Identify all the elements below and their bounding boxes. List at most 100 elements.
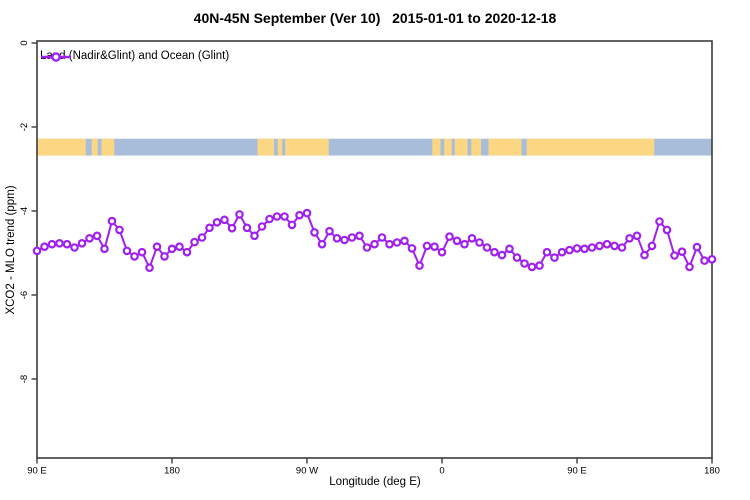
data-point-marker	[295, 210, 304, 220]
data-point-marker	[85, 234, 94, 243]
data-point-marker	[557, 247, 567, 257]
y-axis-label: XCO2 - MLO trend (ppm)	[5, 185, 17, 315]
data-point-marker	[640, 250, 649, 260]
x-axis-label: Longitude (deg E)	[329, 476, 421, 488]
data-point-marker	[685, 262, 694, 272]
data-point-marker	[220, 215, 229, 225]
data-point-marker	[152, 242, 162, 252]
data-point-marker	[167, 244, 177, 254]
data-point-marker	[325, 226, 334, 236]
svg-text:-6: -6	[19, 291, 30, 299]
data-point-marker	[265, 214, 274, 224]
data-point-marker	[445, 232, 454, 241]
svg-text:180: 180	[704, 466, 720, 477]
data-point-marker	[490, 247, 499, 257]
data-point-marker	[115, 225, 124, 235]
data-point-marker	[400, 236, 409, 246]
data-point-marker	[175, 242, 184, 252]
data-point-marker	[385, 239, 394, 249]
data-point-marker	[692, 242, 702, 252]
data-point-marker	[40, 242, 49, 252]
data-point-marker	[347, 233, 357, 242]
data-point-marker	[460, 239, 469, 249]
data-point-marker	[707, 254, 717, 264]
x-axis-ticks: 90 E 180 90 W 0 90 E 180	[27, 458, 720, 477]
data-point-marker	[377, 233, 387, 242]
data-point-marker	[647, 241, 657, 251]
data-point-marker	[565, 245, 574, 255]
data-point-marker	[62, 239, 72, 249]
data-point-marker	[235, 210, 244, 219]
data-point-marker	[32, 246, 42, 256]
data-point-marker	[250, 231, 259, 241]
data-point-marker	[362, 243, 372, 252]
data-point-marker	[280, 212, 289, 221]
data-point-marker	[370, 239, 379, 249]
data-point-marker	[527, 262, 537, 272]
data-point-marker	[580, 244, 589, 254]
data-point-marker	[47, 239, 57, 249]
svg-text:0: 0	[19, 40, 30, 45]
svg-text:180: 180	[164, 466, 180, 477]
map-band	[37, 138, 712, 156]
data-point-marker	[355, 231, 364, 241]
data-point-marker	[677, 247, 687, 257]
svg-text:-2: -2	[19, 123, 30, 131]
data-point-marker	[572, 244, 582, 253]
data-point-marker	[145, 263, 154, 273]
svg-text:90 W: 90 W	[296, 466, 318, 477]
svg-text:90 E: 90 E	[27, 466, 47, 477]
data-point-marker	[422, 241, 432, 251]
data-point-marker	[505, 244, 514, 254]
data-point-marker	[310, 228, 319, 237]
data-point-marker	[610, 241, 619, 251]
data-point-marker	[130, 252, 139, 261]
data-point-marker	[122, 246, 132, 256]
data-point-marker	[535, 261, 544, 270]
data-point-marker	[512, 253, 522, 262]
legend-marker-icon	[41, 52, 71, 62]
data-point-marker	[542, 247, 552, 257]
data-point-marker	[467, 234, 477, 243]
data-point-marker	[602, 239, 612, 249]
chart-title: 40N-45N September (Ver 10) 2015-01-01 to…	[193, 10, 557, 26]
data-point-marker	[437, 247, 447, 257]
data-point-marker	[430, 242, 439, 252]
data-point-marker	[92, 231, 102, 241]
data-point-marker	[272, 212, 282, 221]
data-point-marker	[482, 243, 492, 252]
legend: Land (Nadir&Glint) and Ocean (Glint)	[40, 50, 229, 62]
data-point-marker	[317, 239, 327, 249]
data-point-marker	[212, 218, 222, 227]
data-point-marker	[700, 256, 709, 265]
data-point-marker	[595, 241, 604, 251]
svg-text:-8: -8	[19, 375, 30, 383]
data-point-marker	[617, 243, 627, 252]
data-point-marker	[407, 244, 417, 253]
data-point-marker	[205, 223, 214, 233]
data-point-marker	[55, 239, 64, 248]
data-point-marker	[497, 250, 507, 260]
data-point-marker	[160, 252, 169, 261]
data-point-marker	[452, 236, 462, 246]
legend-label: Land (Nadir&Glint) and Ocean (Glint)	[40, 50, 230, 62]
data-point-marker	[655, 217, 664, 226]
data-point-marker	[332, 234, 342, 243]
data-point-marker	[587, 243, 597, 252]
data-point-marker	[415, 261, 424, 270]
svg-text:0: 0	[439, 466, 444, 477]
data-point-marker	[340, 235, 349, 245]
data-point-marker	[107, 216, 117, 226]
data-point-marker	[475, 238, 484, 247]
data-point-marker	[287, 220, 297, 230]
data-point-marker	[197, 233, 207, 242]
data-point-marker	[670, 251, 679, 260]
data-point-marker	[182, 247, 192, 257]
data-series	[32, 208, 717, 273]
data-point-marker	[70, 243, 79, 252]
data-point-marker	[550, 253, 559, 262]
data-point-marker	[392, 238, 402, 247]
data-point-marker	[625, 234, 634, 243]
